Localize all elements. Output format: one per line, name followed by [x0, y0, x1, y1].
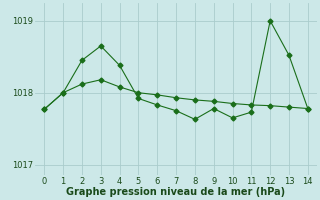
X-axis label: Graphe pression niveau de la mer (hPa): Graphe pression niveau de la mer (hPa)	[67, 187, 286, 197]
